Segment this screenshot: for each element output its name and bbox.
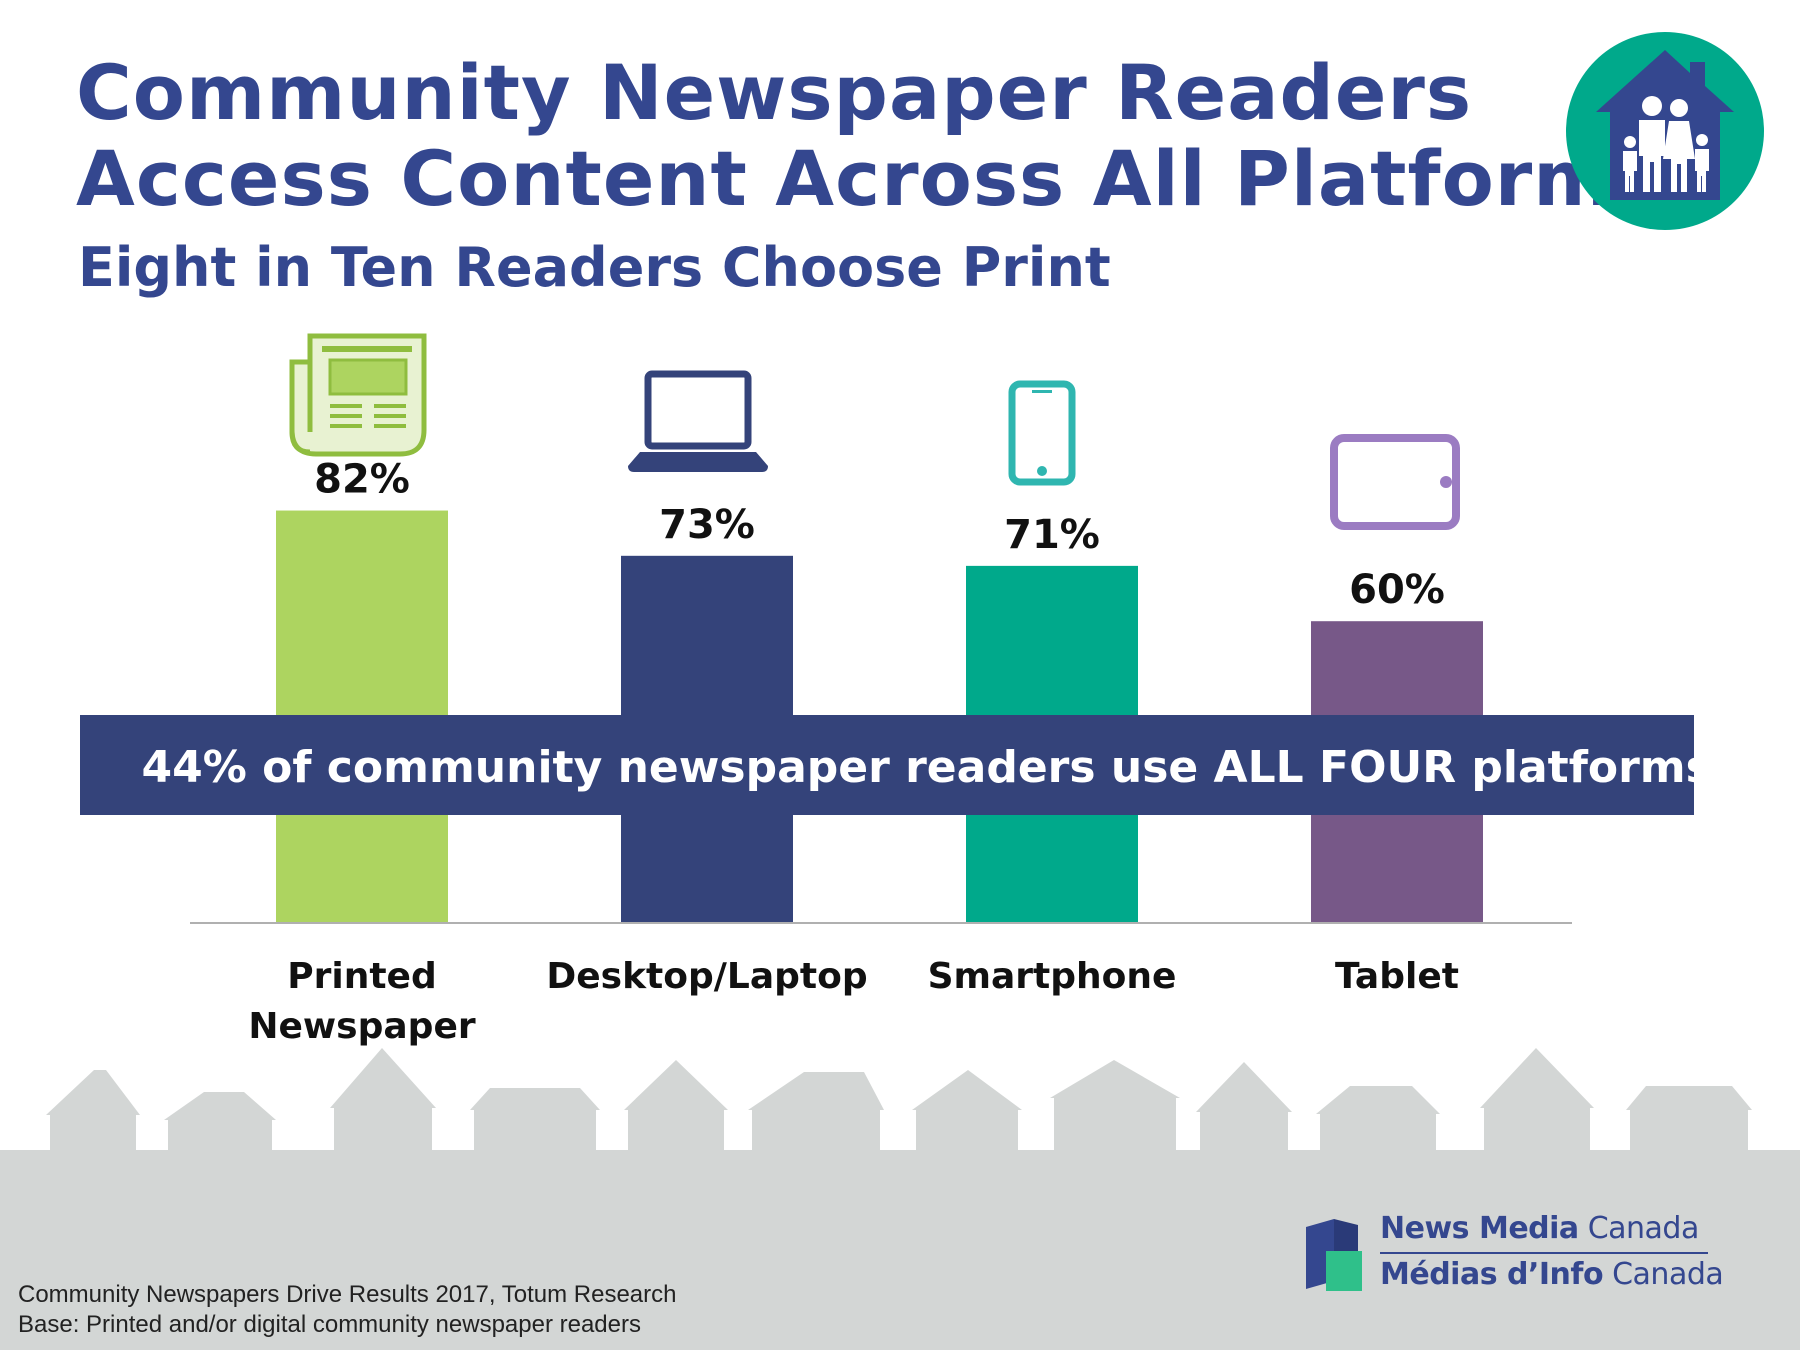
source-note: Community Newspapers Drive Results 2017,… xyxy=(18,1280,677,1340)
brand-en-light: Canada xyxy=(1578,1211,1700,1246)
brand-fr-bold: Médias d’Info xyxy=(1380,1257,1604,1292)
brand-name-english: News Media Canada xyxy=(1380,1211,1699,1246)
brand-divider xyxy=(1380,1252,1708,1254)
tablet-icon xyxy=(1330,434,1460,530)
labels-layer: 82% Printed Newspaper 73% Desktop/Laptop 71% S… xyxy=(248,457,1459,1047)
value-label-2: 71% xyxy=(1004,512,1100,558)
title-line-1: Community Newspaper Readers xyxy=(76,48,1473,137)
category-label-0-1: Newspaper xyxy=(248,1006,475,1047)
value-label-0: 82% xyxy=(314,457,410,503)
family-home-icon xyxy=(1566,32,1764,230)
laptop-icon xyxy=(628,370,768,472)
source-line-2: Base: Printed and/or digital community n… xyxy=(18,1311,641,1338)
page-title: Community Newspaper Readers Access Conte… xyxy=(76,50,1660,222)
title-line-2: Access Content Across All Platforms xyxy=(76,134,1660,223)
smartphone-icon xyxy=(1008,380,1076,486)
brand-en-bold: News Media xyxy=(1380,1211,1579,1246)
category-label-1-0: Desktop/Laptop xyxy=(546,956,867,997)
value-label-1: 73% xyxy=(659,502,755,548)
book-logo-icon xyxy=(1306,1219,1362,1291)
category-label-2-0: Smartphone xyxy=(928,956,1177,997)
brand-fr-light: Canada xyxy=(1603,1257,1724,1292)
brand-name-french: Médias d’Info Canada xyxy=(1380,1257,1724,1292)
news-media-canada-logo: News Media Canada Médias d’Info Canada xyxy=(1300,1205,1724,1305)
source-line-1: Community Newspapers Drive Results 2017,… xyxy=(18,1281,677,1308)
category-label-3-0: Tablet xyxy=(1335,956,1459,997)
all-platforms-annotation: 44% of community newspaper readers use A… xyxy=(141,742,1728,793)
newspaper-icon xyxy=(289,333,427,457)
all-platforms-banner xyxy=(80,715,1694,815)
houses-skyline xyxy=(0,1048,1800,1350)
page-subtitle: Eight in Ten Readers Choose Print xyxy=(78,236,1111,299)
value-label-3: 60% xyxy=(1349,567,1445,613)
category-label-0-0: Printed xyxy=(287,956,437,997)
